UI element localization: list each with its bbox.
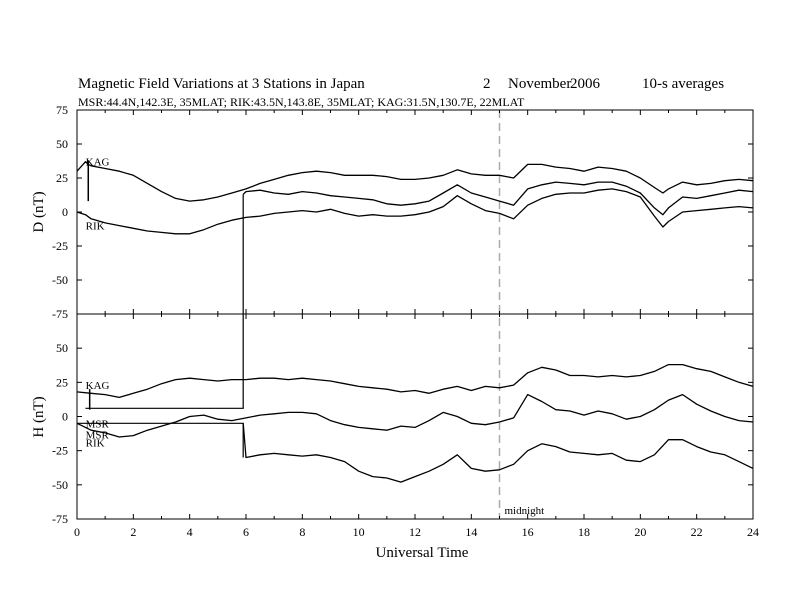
x-tick-label: 0 — [74, 525, 80, 539]
y-tick-label: 75 — [56, 103, 68, 117]
x-tick-label: 14 — [465, 525, 477, 539]
series-label-msr: MSR — [86, 418, 110, 430]
series-line-rik-panel-2 — [242, 423, 754, 483]
series-line-msr-panel-2 — [76, 393, 754, 438]
y-axis-label-d: D (nT) — [31, 191, 47, 232]
x-tick-label: 20 — [634, 525, 646, 539]
panel-h-frame — [76, 313, 754, 520]
x-tick-label: 16 — [522, 525, 534, 539]
midnight-label: midnight — [505, 505, 545, 517]
x-tick-label: 4 — [187, 525, 193, 539]
y-tick-label: 25 — [56, 375, 68, 389]
date-year: 2006 — [570, 76, 601, 92]
x-axis-label: Universal Time — [376, 545, 469, 561]
series-line-rik-panel-1 — [76, 188, 754, 235]
series-label-rik: RIK — [86, 437, 105, 449]
y-tick-label: 50 — [56, 137, 68, 151]
y-tick-label: -50 — [52, 273, 68, 287]
y-tick-label: -25 — [52, 444, 68, 458]
x-tick-label: 22 — [691, 525, 703, 539]
y-tick-label: -50 — [52, 478, 68, 492]
chart-title: Magnetic Field Variations at 3 Stations … — [78, 76, 365, 92]
y-axis-label-h: H (nT) — [31, 396, 47, 437]
msr-d-offset-trace — [85, 194, 244, 409]
x-tick-label: 8 — [299, 525, 305, 539]
x-tick-label: 10 — [353, 525, 365, 539]
series-label-kag: KAG — [86, 157, 110, 169]
series-line-kag-panel-1 — [76, 161, 754, 202]
x-tick-label: 24 — [747, 525, 759, 539]
ticks-group: 0 2 4 6 8 10 12 14 16 18 20 22 247550250-25-50-75502… — [52, 103, 759, 539]
date-month: November — [508, 76, 571, 92]
station-info: MSR:44.4N,142.3E, 35MLAT; RIK:43.5N,143.… — [78, 95, 525, 109]
series-label-msr: MSR — [86, 429, 110, 441]
y-tick-label: 25 — [56, 171, 68, 185]
y-tick-label: 0 — [62, 205, 68, 219]
averaging-label: 10-s averages — [642, 76, 724, 92]
x-tick-label: 6 — [243, 525, 249, 539]
x-tick-label: 2 — [130, 525, 136, 539]
rik-h-offset-trace — [77, 422, 244, 458]
series-line-kag-panel-2 — [76, 363, 754, 399]
y-tick-label: 0 — [62, 410, 68, 424]
date-day: 2 — [483, 76, 491, 92]
series-group — [76, 160, 754, 483]
y-tick-label: 50 — [56, 341, 68, 355]
y-tick-label: -75 — [52, 307, 68, 321]
series-label-kag: KAG — [86, 380, 110, 392]
x-tick-label: 18 — [578, 525, 590, 539]
y-tick-label: -75 — [52, 512, 68, 526]
series-line-msr-panel-1 — [242, 181, 754, 216]
series-label-rik: RIK — [86, 221, 105, 233]
x-tick-label: 12 — [409, 525, 421, 539]
y-tick-label: -25 — [52, 239, 68, 253]
